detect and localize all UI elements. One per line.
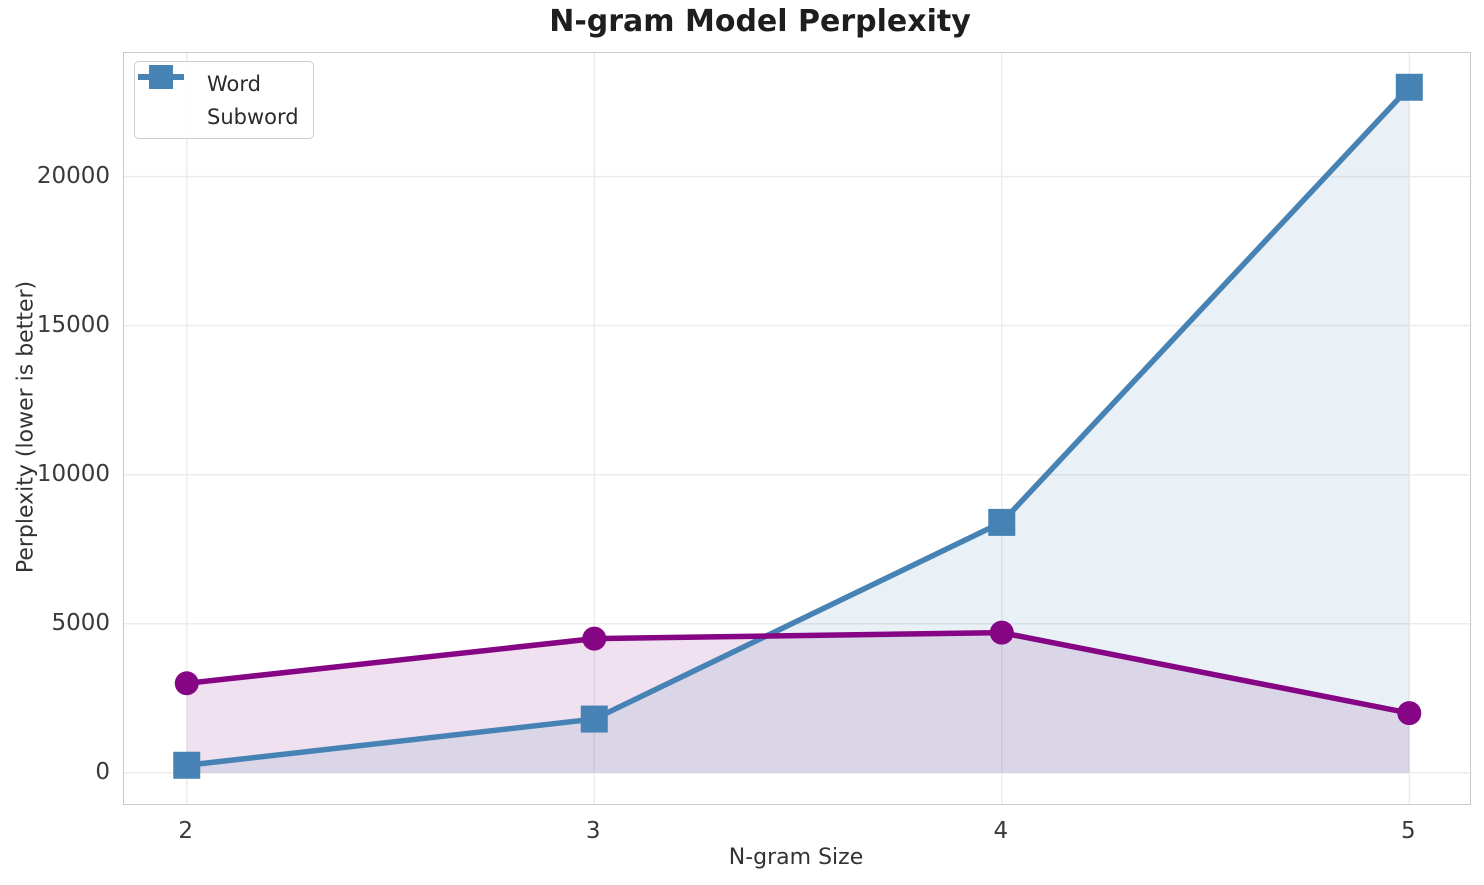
word-marker — [582, 626, 607, 651]
subword-line-square-icon — [138, 65, 195, 132]
legend-item-subword: Subword — [138, 65, 299, 133]
word-marker — [989, 620, 1014, 645]
legend-label-word: Word — [207, 71, 261, 96]
legend: Word Subword — [134, 61, 314, 139]
word-marker — [174, 671, 199, 696]
subword-marker — [173, 751, 201, 779]
x-tick-label: 4 — [993, 818, 1009, 844]
word-area — [186, 632, 1410, 773]
x-tick-label: 2 — [178, 818, 194, 844]
subword-line — [186, 85, 1412, 768]
y-tick-label: 10000 — [36, 460, 110, 487]
x-tick-label: 3 — [585, 818, 601, 844]
subword-marker — [1395, 73, 1423, 101]
plot-area: Word Subword — [123, 52, 1471, 805]
plot-canvas — [124, 53, 1470, 804]
y-tick-label: 20000 — [36, 162, 110, 189]
chart-title: N-gram Model Perplexity — [549, 4, 971, 39]
subword-marker — [580, 705, 608, 733]
x-tick-label: 5 — [1400, 818, 1416, 844]
legend-label-subword: Subword — [207, 104, 299, 129]
x-axis-label: N-gram Size — [728, 845, 864, 870]
subword-marker — [988, 508, 1016, 536]
y-tick-label: 0 — [95, 758, 110, 785]
subword-area — [186, 87, 1410, 773]
word-marker — [1397, 701, 1422, 726]
y-tick-label: 5000 — [51, 609, 110, 636]
y-tick-label: 15000 — [36, 311, 110, 338]
word-line — [186, 629, 1410, 716]
